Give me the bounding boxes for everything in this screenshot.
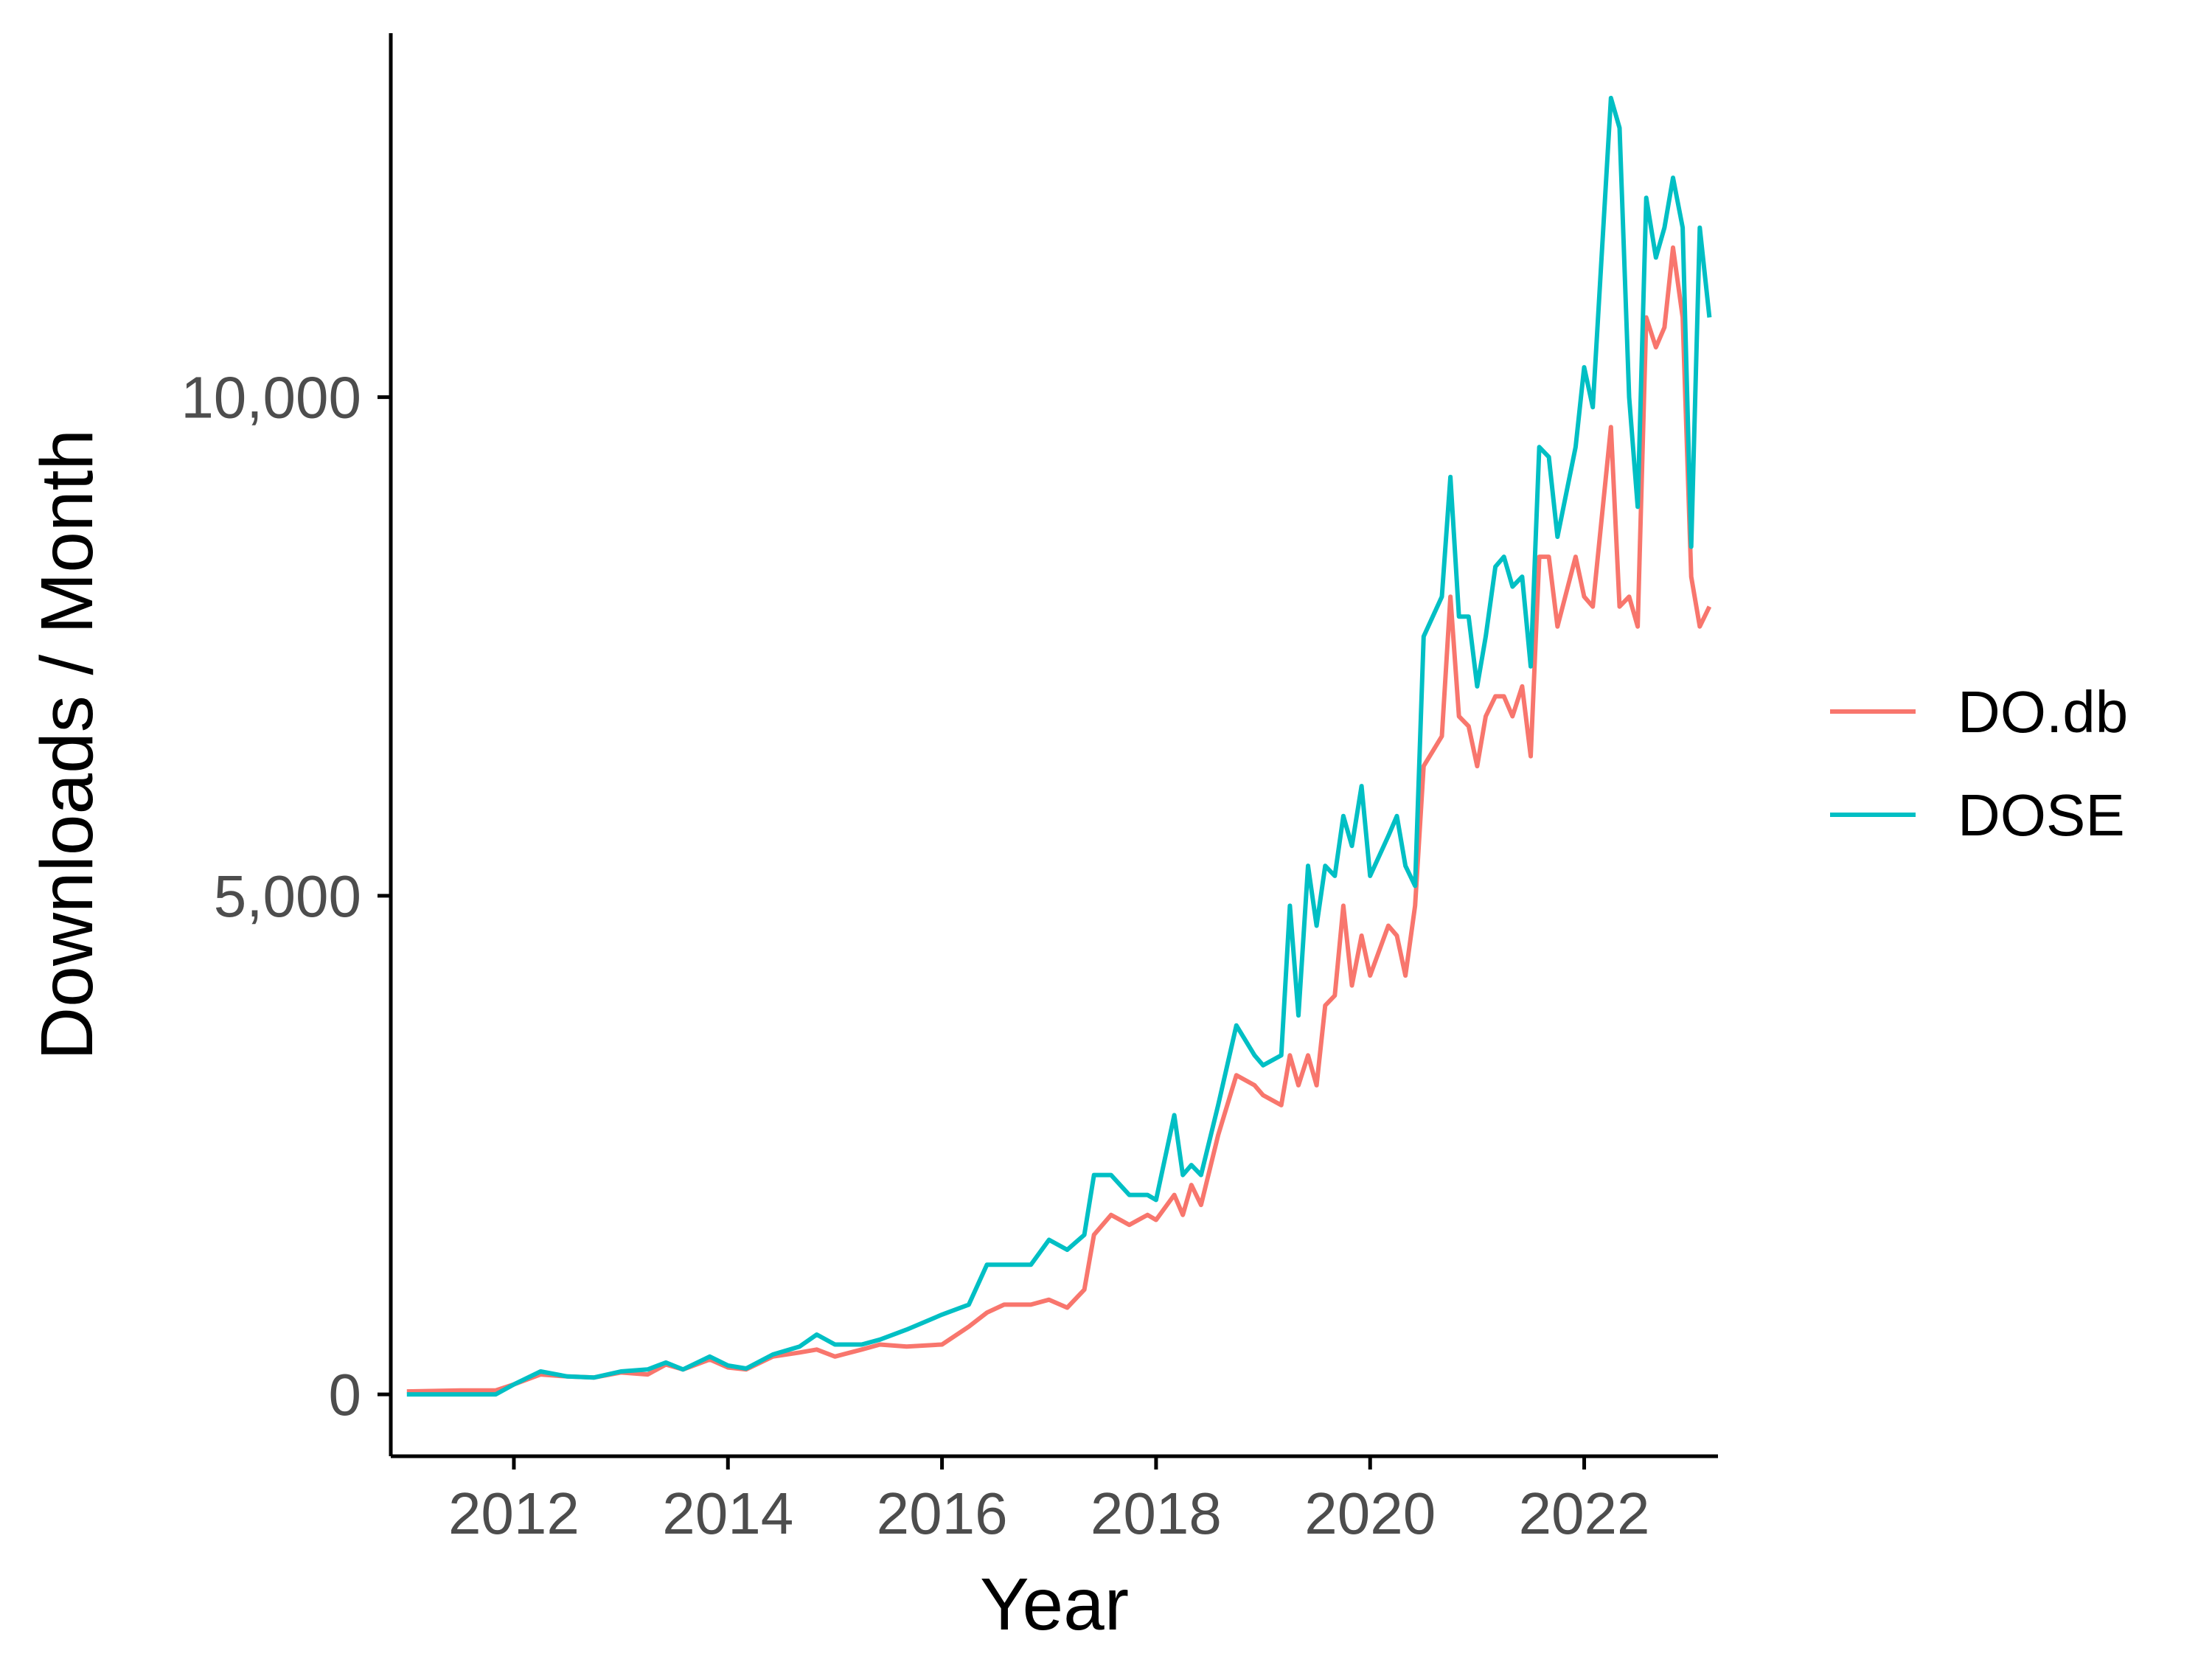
x-tick-label: 2014 [662, 1481, 793, 1546]
y-tick-label: 0 [329, 1362, 362, 1427]
x-tick-label: 2012 [448, 1481, 580, 1546]
x-tick-label: 2016 [877, 1481, 1008, 1546]
y-axis-ticks: 0 5,000 10,000 [181, 365, 391, 1427]
y-tick-label: 5,000 [214, 863, 361, 929]
legend: DO.db DOSE [1830, 679, 2128, 848]
y-axis-title: Downloads / Month [26, 429, 108, 1060]
legend-label: DO.db [1958, 679, 2128, 745]
x-axis-title: Year [980, 1563, 1129, 1646]
legend-label: DOSE [1958, 782, 2125, 848]
x-tick-label: 2020 [1304, 1481, 1436, 1546]
legend-item: DO.db [1830, 679, 2128, 745]
y-tick-label: 10,000 [181, 365, 361, 431]
x-axis-ticks: 2012 2014 2016 2018 2020 2022 [448, 1456, 1650, 1546]
legend-item: DOSE [1830, 782, 2125, 848]
series-layer [406, 95, 1712, 1397]
x-tick-label: 2018 [1091, 1481, 1222, 1546]
x-tick-label: 2022 [1519, 1481, 1650, 1546]
series-line-0 [406, 245, 1712, 1394]
series-line-1 [406, 95, 1712, 1397]
